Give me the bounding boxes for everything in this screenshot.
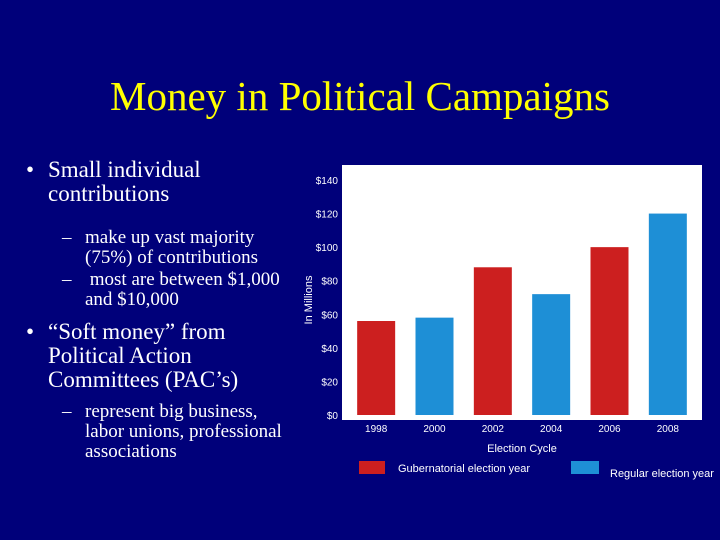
bullet-text: “Soft money” from Political Action Committ…: [48, 319, 239, 392]
bars: [357, 213, 687, 415]
x-tick-label: 1998: [365, 424, 388, 435]
y-tick-label: $60: [321, 310, 338, 321]
bullet-list: • Small individual contributions – make u…: [26, 158, 326, 462]
bullet-marker: •: [26, 157, 35, 182]
subbullet-marker: –: [62, 401, 72, 422]
plot-area: [342, 165, 702, 420]
x-tick-label: 2008: [657, 424, 680, 435]
x-tick-label: 2000: [423, 424, 446, 435]
subbullet-range: – most are between $1,000 and $10,000: [62, 270, 326, 310]
bullet-soft-money: • “Soft money” from Political Action Commi…: [26, 320, 326, 392]
bar-2004: [532, 294, 571, 415]
x-tick-label: 2006: [598, 424, 621, 435]
y-tick-label: $100: [316, 243, 339, 254]
x-tick-label: 2004: [540, 424, 563, 435]
subbullet-vast-majority: – make up vast majority (75%) of contribu…: [62, 228, 326, 268]
y-tick-label: $80: [321, 277, 338, 288]
bar-2008: [648, 213, 687, 415]
bar-1998: [357, 321, 396, 415]
y-tick-label: $20: [321, 377, 338, 388]
x-tick-label: 2002: [482, 424, 505, 435]
x-axis-ticks: 1998 2000 2002 2004 2006 2008: [365, 424, 679, 435]
bullet-small-contributions: • Small individual contributions: [26, 158, 326, 206]
subbullet-marker: –: [62, 269, 72, 290]
legend-label-gubernatorial: Gubernatorial election year: [398, 463, 530, 475]
subbullet-represent: – represent big business, labor unions, p…: [62, 402, 326, 462]
subbullet-text: represent big business, labor unions, pro…: [85, 401, 282, 462]
subbullet-text: make up vast majority (75%) of contributi…: [85, 227, 259, 268]
bullet-marker: •: [26, 319, 35, 344]
y-axis-label: In Millions: [303, 275, 315, 324]
bullet-text: Small individual contributions: [48, 157, 201, 206]
y-tick-label: $40: [321, 344, 338, 355]
subbullet-marker: –: [62, 227, 72, 248]
legend-swatch-gubernatorial: [359, 461, 385, 474]
subbullet-text: most are between $1,000 and $10,000: [85, 269, 280, 310]
slide-title: Money in Political Campaigns: [110, 73, 610, 119]
legend-swatch-regular: [571, 461, 599, 474]
y-tick-label: $120: [316, 210, 339, 221]
y-tick-label: $0: [327, 411, 339, 422]
bar-2006: [590, 247, 629, 415]
y-tick-label: $140: [316, 176, 339, 187]
y-axis-ticks: $140 $120 $100 $80 $60 $40 $20 $0: [316, 176, 339, 422]
x-axis-label: Election Cycle: [487, 443, 557, 455]
legend-label-regular: Regular election year: [610, 468, 714, 480]
bar-2002: [473, 267, 512, 415]
bar-2000: [415, 317, 454, 415]
legend: Gubernatorial election year Regular elec…: [359, 461, 714, 480]
